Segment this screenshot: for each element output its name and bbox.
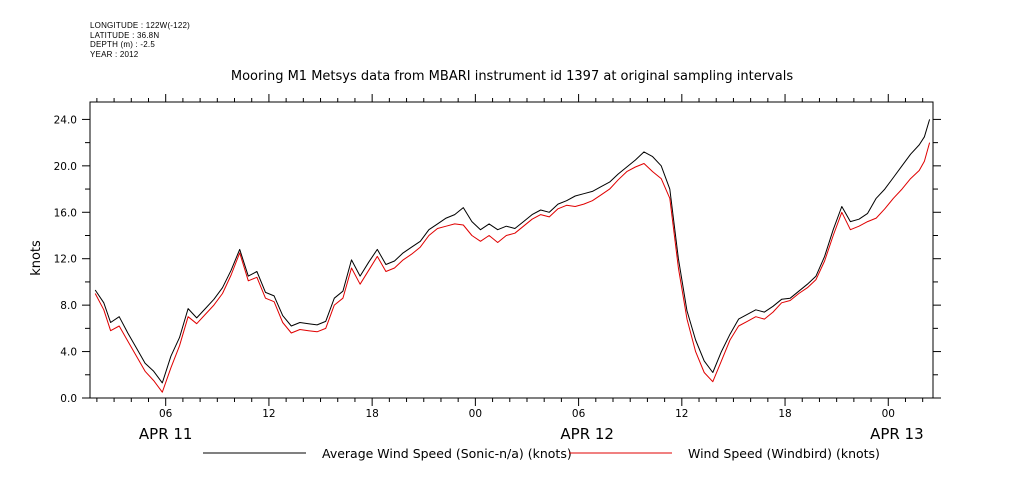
- y-tick-label: 0.0: [60, 393, 77, 405]
- y-tick-label: 8.0: [60, 300, 77, 312]
- y-axis-label: knots: [29, 240, 44, 276]
- series-line-average-wind: [94, 119, 931, 384]
- axis-ticks: [82, 94, 941, 406]
- x-tick-label: 00: [469, 408, 482, 420]
- x-tick-label: 12: [262, 408, 275, 420]
- x-tick-labels: 06 12 18 00 06 12 18 00: [159, 408, 895, 420]
- legend: Average Wind Speed (Sonic-n/a) (knots) W…: [203, 446, 880, 461]
- series-lines: [94, 119, 931, 393]
- x-tick-label: 06: [572, 408, 586, 420]
- x-tick-label: 00: [882, 408, 895, 420]
- plot-frame: [89, 101, 934, 399]
- metadata-block: LONGITUDE : 122W(-122) LATITUDE : 36.8N …: [90, 21, 190, 59]
- y-tick-label: 4.0: [60, 347, 77, 359]
- chart-title: Mooring M1 Metsys data from MBARI instru…: [231, 69, 793, 84]
- y-tick-label: 16.0: [54, 207, 77, 219]
- meta-year: YEAR : 2012: [90, 49, 139, 59]
- date-label: APR 13: [870, 425, 924, 443]
- date-label: APR 11: [139, 425, 193, 443]
- x-tick-label: 12: [675, 408, 688, 420]
- y-tick-label: 12.0: [54, 254, 77, 266]
- meta-longitude: LONGITUDE : 122W(-122): [90, 21, 190, 30]
- x-tick-label: 06: [159, 408, 173, 420]
- series-line-windbird: [94, 142, 931, 393]
- date-labels: APR 11 APR 12 APR 13: [139, 425, 924, 443]
- date-label: APR 12: [560, 425, 614, 443]
- y-tick-label: 20.0: [54, 161, 77, 173]
- meta-latitude: LATITUDE : 36.8N: [90, 30, 160, 40]
- legend-label-windbird: Wind Speed (Windbird) (knots): [688, 446, 880, 461]
- x-tick-label: 18: [365, 408, 378, 420]
- x-tick-label: 18: [778, 408, 791, 420]
- y-tick-labels: 0.0 4.0 8.0 12.0 16.0 20.0 24.0: [54, 114, 77, 405]
- meta-depth: DEPTH (m) : -2.5: [90, 40, 155, 50]
- legend-label-average-wind: Average Wind Speed (Sonic-n/a) (knots): [322, 446, 572, 461]
- y-tick-label: 24.0: [54, 114, 77, 126]
